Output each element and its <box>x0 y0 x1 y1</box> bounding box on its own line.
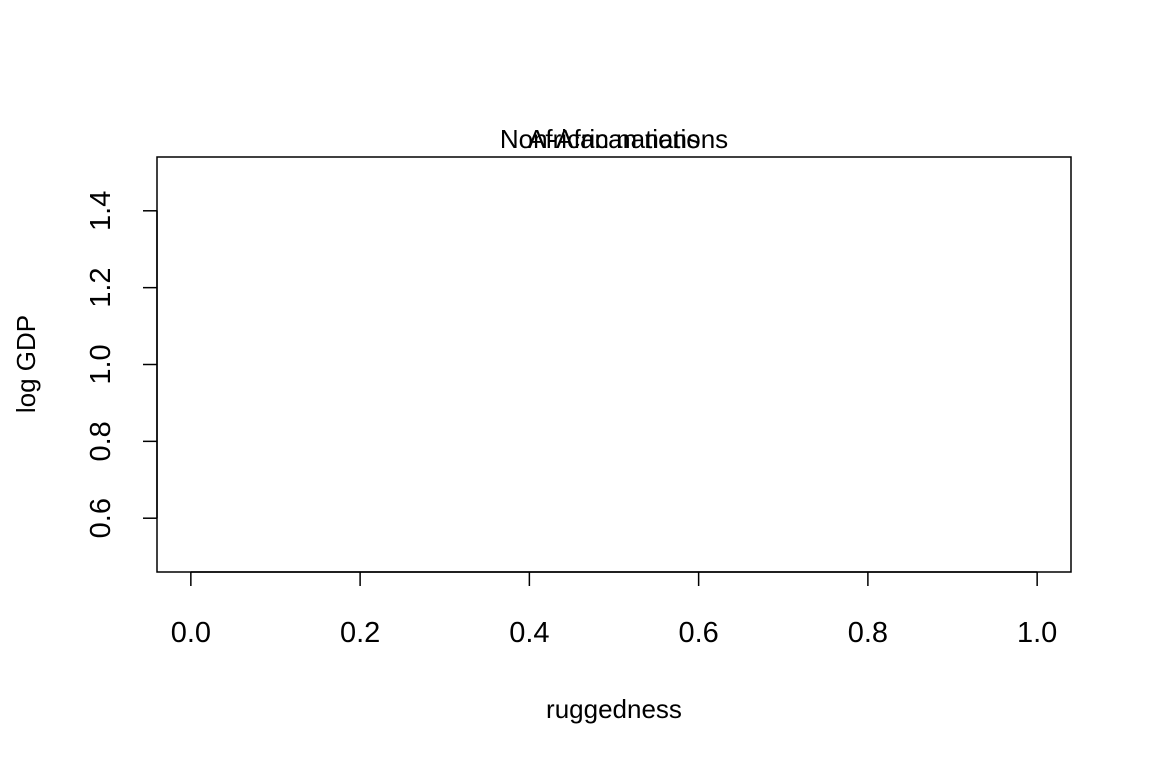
chart-title-african: African nations <box>528 124 700 154</box>
x-tick-label: 0.2 <box>340 617 380 649</box>
y-axis-title: log GDP <box>11 315 41 413</box>
y-tick-label: 0.6 <box>85 498 117 538</box>
y-tick-label: 0.8 <box>85 421 117 461</box>
y-tick-label: 1.0 <box>85 344 117 384</box>
y-axis: 0.6 0.8 1.0 1.2 1.4 <box>85 191 158 538</box>
x-axis: 0.0 0.2 0.4 0.6 0.8 1.0 <box>171 571 1057 649</box>
x-tick-label: 0.4 <box>509 617 549 649</box>
y-tick-label: 1.2 <box>85 267 117 307</box>
y-tick-label: 1.4 <box>85 191 117 231</box>
x-tick-label: 0.6 <box>678 617 718 649</box>
x-axis-title: ruggedness <box>546 694 682 724</box>
x-tick-label: 0.8 <box>848 617 888 649</box>
x-tick-label: 0.0 <box>171 617 211 649</box>
plot-region <box>156 156 1072 573</box>
chart-title-non-african: Non-African nations <box>500 124 728 154</box>
x-tick-label: 1.0 <box>1017 617 1057 649</box>
